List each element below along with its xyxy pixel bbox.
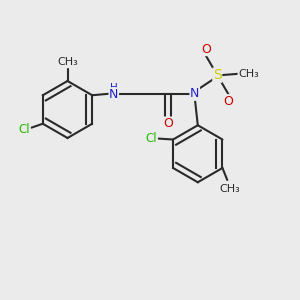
Text: O: O: [224, 95, 234, 108]
Text: O: O: [163, 117, 173, 130]
Text: CH₃: CH₃: [238, 69, 259, 79]
Text: N: N: [109, 88, 119, 101]
Text: O: O: [201, 43, 211, 56]
Text: CH₃: CH₃: [57, 57, 78, 67]
Text: Cl: Cl: [145, 131, 157, 145]
Text: Cl: Cl: [18, 123, 30, 136]
Text: H: H: [110, 83, 118, 93]
Text: CH₃: CH₃: [219, 184, 240, 194]
Text: N: N: [190, 87, 200, 100]
Text: S: S: [213, 68, 222, 82]
